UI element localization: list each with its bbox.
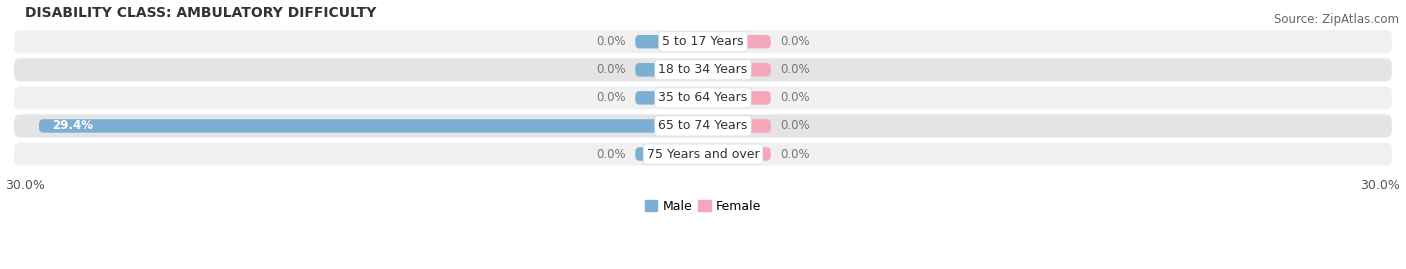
Text: 0.0%: 0.0% bbox=[596, 91, 626, 104]
FancyBboxPatch shape bbox=[703, 147, 770, 161]
Text: 0.0%: 0.0% bbox=[780, 91, 810, 104]
Text: 65 to 74 Years: 65 to 74 Years bbox=[658, 119, 748, 132]
Text: Source: ZipAtlas.com: Source: ZipAtlas.com bbox=[1274, 13, 1399, 26]
Text: 35 to 64 Years: 35 to 64 Years bbox=[658, 91, 748, 104]
Text: 0.0%: 0.0% bbox=[780, 63, 810, 76]
Text: 0.0%: 0.0% bbox=[780, 119, 810, 132]
FancyBboxPatch shape bbox=[39, 119, 703, 133]
Text: DISABILITY CLASS: AMBULATORY DIFFICULTY: DISABILITY CLASS: AMBULATORY DIFFICULTY bbox=[25, 6, 377, 20]
Text: 5 to 17 Years: 5 to 17 Years bbox=[662, 35, 744, 48]
Text: 29.4%: 29.4% bbox=[52, 119, 94, 132]
FancyBboxPatch shape bbox=[703, 91, 770, 105]
FancyBboxPatch shape bbox=[14, 30, 1392, 53]
FancyBboxPatch shape bbox=[703, 63, 770, 77]
FancyBboxPatch shape bbox=[636, 63, 703, 77]
FancyBboxPatch shape bbox=[14, 114, 1392, 137]
FancyBboxPatch shape bbox=[636, 35, 703, 48]
FancyBboxPatch shape bbox=[14, 86, 1392, 109]
FancyBboxPatch shape bbox=[636, 91, 703, 105]
FancyBboxPatch shape bbox=[636, 147, 703, 161]
Text: 0.0%: 0.0% bbox=[780, 147, 810, 161]
FancyBboxPatch shape bbox=[14, 143, 1392, 165]
FancyBboxPatch shape bbox=[703, 119, 770, 133]
FancyBboxPatch shape bbox=[703, 35, 770, 48]
Text: 0.0%: 0.0% bbox=[596, 147, 626, 161]
Text: 18 to 34 Years: 18 to 34 Years bbox=[658, 63, 748, 76]
Text: 0.0%: 0.0% bbox=[780, 35, 810, 48]
Legend: Male, Female: Male, Female bbox=[640, 195, 766, 218]
Text: 75 Years and over: 75 Years and over bbox=[647, 147, 759, 161]
FancyBboxPatch shape bbox=[14, 58, 1392, 81]
Text: 0.0%: 0.0% bbox=[596, 63, 626, 76]
Text: 0.0%: 0.0% bbox=[596, 35, 626, 48]
